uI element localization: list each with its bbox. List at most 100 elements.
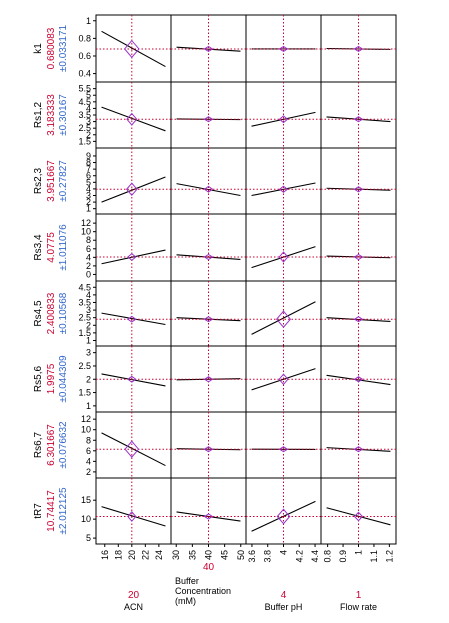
y-tick-label: 6: [86, 244, 91, 254]
response-name: Rs1,2: [33, 102, 44, 129]
y-tick-label: 10: [81, 514, 91, 524]
y-tick-label: 2: [86, 261, 91, 271]
y-tick-label: 8: [86, 435, 91, 445]
x-tick-label: 1.2: [384, 550, 394, 563]
x-tick-label: 4: [279, 550, 289, 555]
factor-label: ACN: [124, 602, 143, 612]
response-name: Rs6,7: [33, 432, 44, 459]
y-tick-label: 12: [81, 414, 91, 424]
x-tick-label: 22: [140, 550, 150, 560]
factor-current-value: 40: [203, 562, 215, 573]
y-tick-label: 0.4: [78, 69, 91, 79]
x-tick-label: 45: [220, 550, 230, 560]
y-tick-label: 2.5: [78, 361, 91, 371]
x-tick-label: 4.4: [310, 550, 320, 563]
response-predicted-value: 0.680083: [46, 27, 57, 69]
profile-cell-frame: [96, 412, 171, 478]
y-tick-label: 15: [81, 495, 91, 505]
y-tick-label: 12: [81, 218, 91, 228]
y-tick-label: 5: [86, 533, 91, 543]
response-confidence-interval: ±1.011076: [58, 224, 69, 271]
response-name: Rs4,5: [33, 300, 44, 327]
response-predicted-value: 6.301667: [46, 424, 57, 466]
response-predicted-value: 3.951667: [46, 160, 57, 202]
y-tick-label: 5.5: [78, 84, 91, 94]
y-tick-label: 1: [86, 16, 91, 26]
x-tick-label: 30: [171, 550, 181, 560]
factor-current-value: 1: [356, 590, 362, 601]
y-tick-label: 0.6: [78, 51, 91, 61]
response-predicted-value: 10.74417: [46, 490, 57, 532]
factor-label: (mM): [175, 596, 196, 606]
x-tick-label: 0.8: [323, 550, 333, 563]
x-tick-label: 40: [204, 550, 214, 560]
x-tick-label: 1: [354, 550, 364, 555]
response-confidence-interval: ±0.033171: [58, 24, 69, 72]
response-confidence-interval: ±2.012125: [58, 487, 69, 535]
y-tick-label: 10: [81, 227, 91, 237]
x-tick-label: 16: [100, 550, 110, 560]
factor-label: Buffer pH: [265, 602, 303, 612]
x-tick-label: 20: [127, 550, 137, 560]
y-tick-label: 8: [86, 235, 91, 245]
x-tick-label: 1.1: [369, 550, 379, 563]
x-tick-label: 3.8: [263, 550, 273, 563]
y-tick-label: 0.8: [78, 33, 91, 43]
x-tick-label: 3.6: [247, 550, 257, 563]
factor-current-value: 20: [128, 590, 140, 601]
x-tick-label: 0.9: [338, 550, 348, 563]
response-predicted-value: 1.9975: [46, 363, 57, 394]
x-tick-label: 50: [236, 550, 246, 560]
x-tick-label: 24: [154, 550, 164, 560]
y-tick-label: 2: [86, 374, 91, 384]
response-confidence-interval: ±0.076632: [58, 421, 69, 469]
x-tick-label: 18: [113, 550, 123, 560]
response-predicted-value: 3.183333: [46, 94, 57, 136]
factor-label: Concentration: [175, 586, 231, 596]
y-tick-label: 3: [86, 348, 91, 358]
response-name: Rs3,4: [33, 234, 44, 261]
y-tick-label: 1.5: [78, 388, 91, 398]
y-tick-label: 4: [86, 252, 91, 262]
profile-cell-frame: [96, 214, 171, 281]
x-tick-label: 4.2: [294, 550, 304, 563]
y-tick-label: 0: [86, 269, 91, 279]
prediction-trace: [102, 374, 166, 386]
response-confidence-interval: ±0.30167: [58, 94, 69, 136]
response-name: k1: [33, 43, 44, 54]
response-predicted-value: 4.0775: [46, 232, 57, 263]
profile-cell-frame: [96, 281, 171, 346]
response-predicted-value: 2.400833: [46, 292, 57, 334]
y-tick-label: 4: [86, 456, 91, 466]
response-confidence-interval: ±0.10568: [58, 292, 69, 334]
y-tick-label: 2: [86, 467, 91, 477]
y-tick-label: 1: [86, 401, 91, 411]
profile-cell-frame: [96, 478, 171, 544]
profile-cell-frame: [96, 148, 171, 214]
y-tick-label: 9: [86, 151, 91, 161]
response-name: Rs2,3: [33, 168, 44, 195]
factor-label: Buffer: [175, 576, 199, 586]
factor-current-value: 4: [281, 590, 287, 601]
response-confidence-interval: ±0.27827: [58, 160, 69, 202]
factor-label: Flow rate: [340, 602, 377, 612]
response-name: tR7: [33, 503, 44, 519]
y-tick-label: 4.5: [78, 282, 91, 292]
x-tick-label: 35: [187, 550, 197, 560]
y-tick-label: 6: [86, 446, 91, 456]
response-name: Rs5,6: [33, 366, 44, 393]
